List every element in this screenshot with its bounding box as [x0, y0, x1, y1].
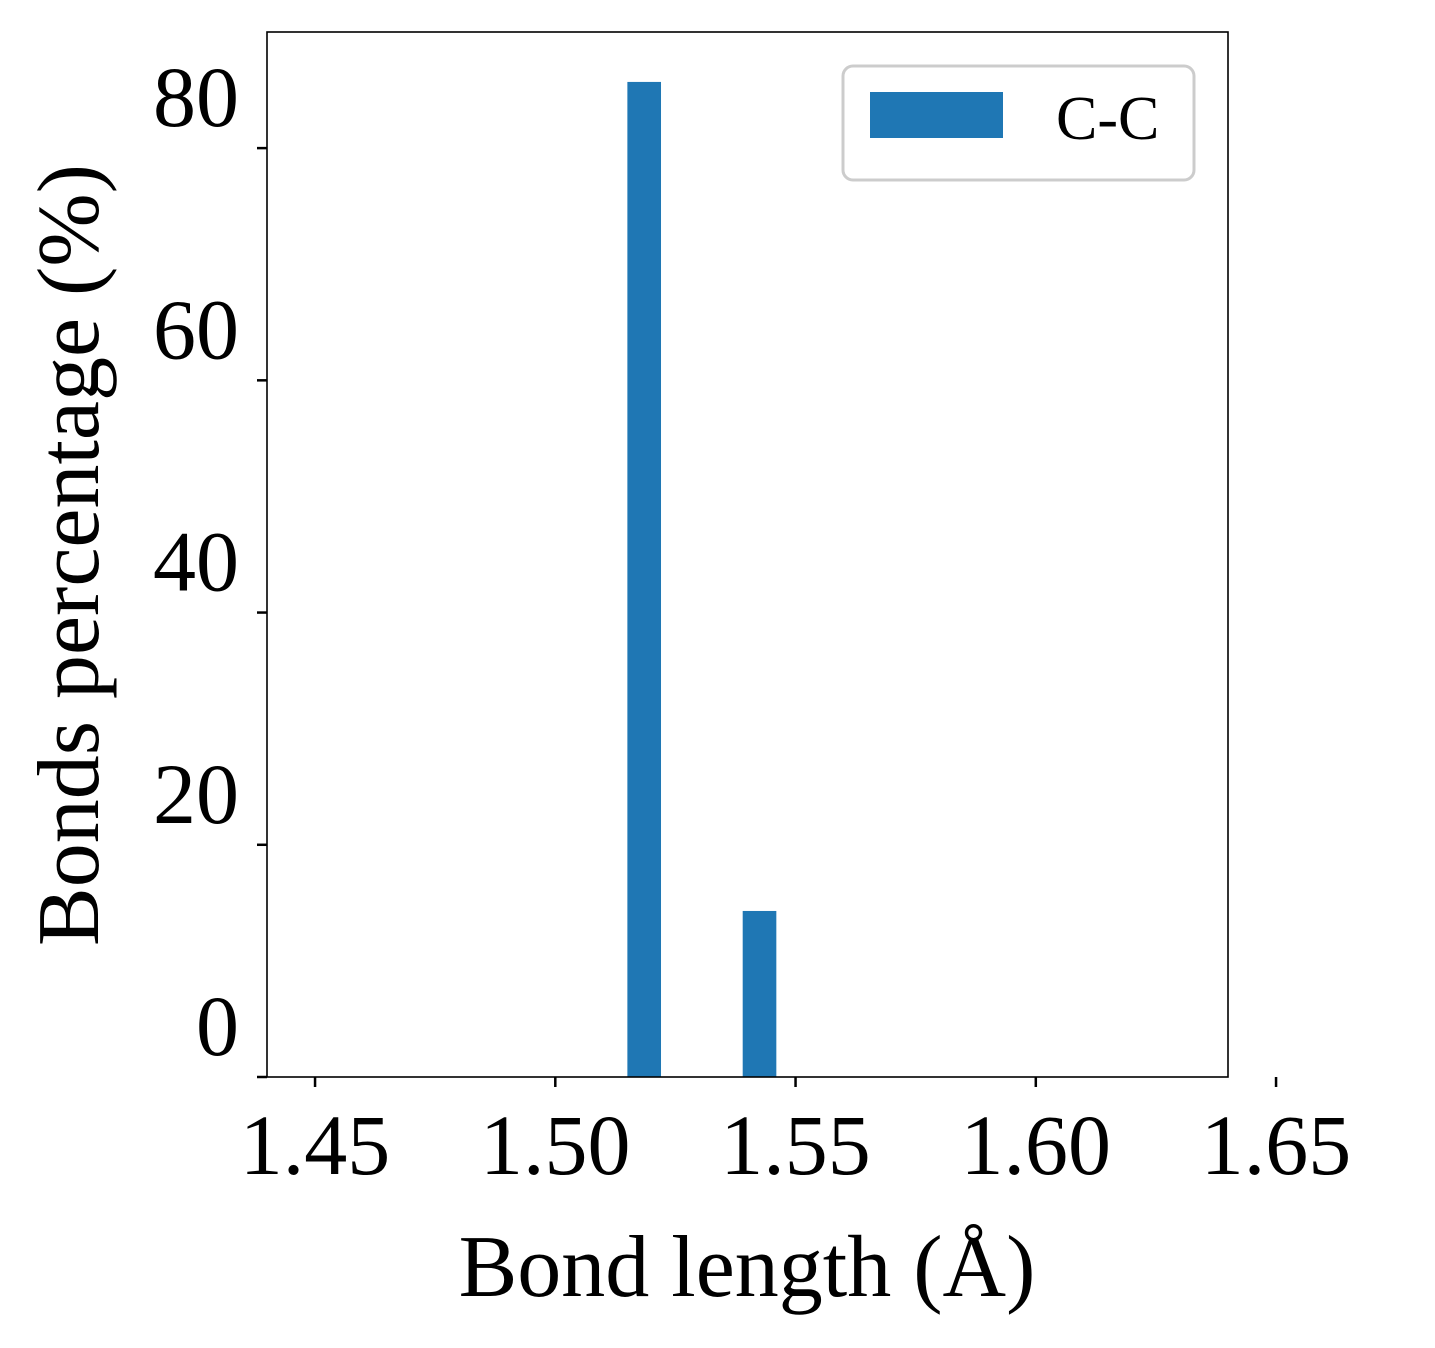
x-tick-label: 1.55 — [720, 1097, 871, 1193]
x-tick-label: 1.65 — [1201, 1097, 1352, 1193]
x-axis-label: Bond length (Å) — [459, 1219, 1036, 1316]
legend-label-c-c: C-C — [1056, 85, 1159, 153]
y-axis: 0 20 40 60 80 — [153, 49, 267, 1079]
y-tick-label: 80 — [153, 49, 239, 145]
y-tick-label: 40 — [153, 514, 239, 610]
bar-c-c-1 — [742, 910, 777, 1077]
bars-layer — [627, 81, 777, 1077]
legend: C-C — [841, 64, 1196, 182]
y-tick-label: 0 — [196, 978, 239, 1074]
bar-c-c-0 — [627, 81, 662, 1077]
x-tick-label: 1.50 — [480, 1097, 631, 1193]
legend-swatch-c-c — [870, 92, 1003, 138]
y-tick-label: 60 — [153, 281, 239, 377]
x-tick-label: 1.45 — [240, 1097, 391, 1193]
plot-frame — [266, 31, 1229, 1078]
y-axis-label: Bonds percentage (%) — [21, 164, 118, 946]
x-axis: 1.45 1.50 1.55 1.60 1.65 — [240, 1077, 1352, 1193]
y-tick-label: 20 — [153, 746, 239, 842]
x-tick-label: 1.60 — [961, 1097, 1112, 1193]
